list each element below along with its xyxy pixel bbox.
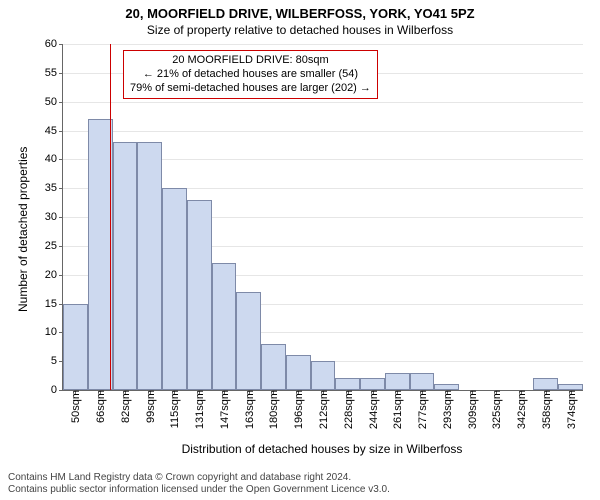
annotation-box: 20 MOORFIELD DRIVE: 80sqm← 21% of detach… <box>123 50 378 99</box>
chart-container: 20, MOORFIELD DRIVE, WILBERFOSS, YORK, Y… <box>0 0 600 500</box>
x-tick-label: 196sqm <box>291 390 305 429</box>
x-tick-label: 309sqm <box>465 390 479 429</box>
histogram-bar <box>187 200 212 390</box>
gridline <box>63 102 583 103</box>
chart-footer: Contains HM Land Registry data © Crown c… <box>8 472 390 496</box>
y-tick-label: 45 <box>45 125 63 137</box>
histogram-bar <box>261 344 286 390</box>
x-tick-label: 228sqm <box>341 390 355 429</box>
chart-plot-area: 05101520253035404550556050sqm66sqm82sqm9… <box>62 44 583 391</box>
x-tick-label: 99sqm <box>143 390 157 423</box>
x-tick-label: 261sqm <box>390 390 404 429</box>
annotation-line: ← 21% of detached houses are smaller (54… <box>130 68 371 82</box>
x-tick-label: 342sqm <box>514 390 528 429</box>
histogram-bar <box>360 378 385 390</box>
y-tick-label: 25 <box>45 240 63 252</box>
x-tick-label: 212sqm <box>316 390 330 429</box>
footer-line-2: Contains public sector information licen… <box>8 484 390 496</box>
histogram-bar <box>286 355 311 390</box>
y-tick-label: 5 <box>51 355 63 367</box>
y-tick-label: 30 <box>45 211 63 223</box>
histogram-bar <box>533 378 558 390</box>
reference-line <box>110 44 111 390</box>
x-tick-label: 115sqm <box>167 390 181 428</box>
chart-title: 20, MOORFIELD DRIVE, WILBERFOSS, YORK, Y… <box>0 0 600 21</box>
y-tick-label: 15 <box>45 298 63 310</box>
y-tick-label: 60 <box>45 38 63 50</box>
x-tick-label: 244sqm <box>366 390 380 429</box>
histogram-bar <box>63 304 88 391</box>
x-tick-label: 131sqm <box>192 390 206 429</box>
histogram-bar <box>162 188 187 390</box>
histogram-bar <box>113 142 138 390</box>
x-tick-label: 325sqm <box>489 390 503 429</box>
chart-subtitle: Size of property relative to detached ho… <box>0 21 600 37</box>
histogram-bar <box>311 361 336 390</box>
histogram-bar <box>335 378 360 390</box>
histogram-bar <box>385 373 410 390</box>
x-axis-label: Distribution of detached houses by size … <box>62 442 582 456</box>
y-axis-label: Number of detached properties <box>16 147 30 312</box>
x-tick-label: 163sqm <box>242 390 256 429</box>
y-tick-label: 55 <box>45 67 63 79</box>
x-tick-label: 50sqm <box>68 390 82 423</box>
histogram-bar <box>410 373 435 390</box>
x-tick-label: 66sqm <box>93 390 107 423</box>
y-tick-label: 35 <box>45 182 63 194</box>
histogram-bar <box>236 292 261 390</box>
x-tick-label: 358sqm <box>539 390 553 429</box>
gridline <box>63 131 583 132</box>
histogram-bar <box>137 142 162 390</box>
x-tick-label: 147sqm <box>217 390 231 429</box>
footer-line-1: Contains HM Land Registry data © Crown c… <box>8 472 390 484</box>
x-tick-label: 180sqm <box>266 390 280 429</box>
y-tick-label: 50 <box>45 96 63 108</box>
y-tick-label: 40 <box>45 153 63 165</box>
x-tick-label: 293sqm <box>440 390 454 429</box>
histogram-bar <box>212 263 237 390</box>
x-tick-label: 82sqm <box>118 390 132 423</box>
x-tick-label: 374sqm <box>564 390 578 429</box>
x-tick-label: 277sqm <box>415 390 429 429</box>
annotation-line: 79% of semi-detached houses are larger (… <box>130 82 371 96</box>
y-tick-label: 0 <box>51 384 63 396</box>
gridline <box>63 44 583 45</box>
annotation-line: 20 MOORFIELD DRIVE: 80sqm <box>130 54 371 68</box>
y-tick-label: 20 <box>45 269 63 281</box>
y-tick-label: 10 <box>45 326 63 338</box>
